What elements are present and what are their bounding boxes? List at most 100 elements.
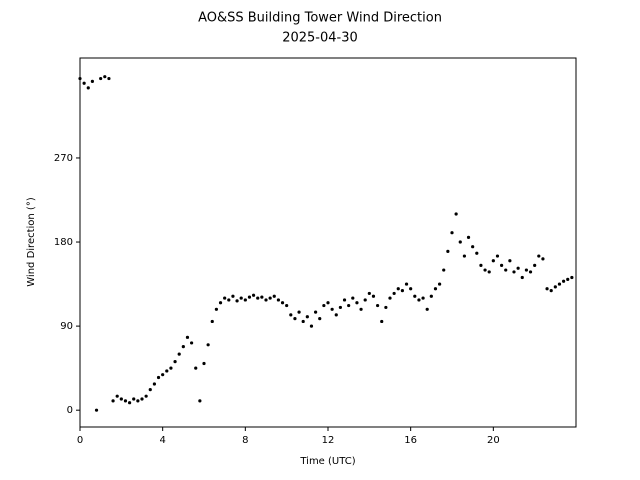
data-point xyxy=(462,254,466,258)
data-point xyxy=(338,305,342,310)
data-point xyxy=(194,366,198,370)
data-point xyxy=(243,298,247,302)
data-point xyxy=(355,301,359,305)
data-point xyxy=(425,307,429,311)
data-point xyxy=(363,298,367,302)
y-axis-label: Wind Direction (°) xyxy=(26,197,37,287)
data-point xyxy=(90,79,94,83)
data-point xyxy=(371,294,376,298)
data-point xyxy=(495,254,500,258)
data-point xyxy=(173,360,177,364)
x-tick-label: 4 xyxy=(159,435,165,446)
data-point xyxy=(520,275,524,280)
data-point xyxy=(388,296,392,300)
data-point xyxy=(78,76,82,81)
data-point xyxy=(524,268,529,272)
data-point xyxy=(136,399,140,403)
data-point xyxy=(185,335,190,339)
data-point xyxy=(227,298,231,302)
data-point xyxy=(475,251,479,255)
data-point xyxy=(433,287,438,291)
data-point xyxy=(409,287,413,291)
x-tick-label: 12 xyxy=(322,435,335,446)
x-tick-label: 8 xyxy=(242,435,248,446)
data-point xyxy=(318,317,322,321)
data-point xyxy=(446,249,450,253)
data-point xyxy=(545,287,549,291)
data-point xyxy=(119,397,123,401)
data-point xyxy=(309,324,314,328)
chart-title: AO&SS Building Tower Wind Direction xyxy=(198,11,442,26)
data-point xyxy=(516,266,520,270)
data-point xyxy=(111,399,115,403)
data-point xyxy=(140,397,144,401)
data-point xyxy=(82,81,86,85)
data-point xyxy=(351,296,355,300)
data-point xyxy=(570,275,574,280)
x-tick-label: 16 xyxy=(404,435,417,446)
data-point xyxy=(272,294,276,298)
data-point xyxy=(322,303,326,308)
data-point xyxy=(132,397,136,401)
data-point xyxy=(549,289,553,293)
data-point xyxy=(367,291,371,296)
data-point xyxy=(239,296,243,300)
data-point xyxy=(553,285,557,289)
chart-subtitle: 2025-04-30 xyxy=(282,31,358,46)
data-point xyxy=(314,310,318,314)
data-point xyxy=(400,289,404,293)
data-point xyxy=(177,352,181,356)
data-point xyxy=(144,394,148,398)
data-point xyxy=(293,317,297,321)
data-point xyxy=(94,408,99,412)
data-point xyxy=(206,343,210,347)
x-axis-label: Time (UTC) xyxy=(299,456,355,467)
data-point xyxy=(161,373,165,377)
data-point xyxy=(156,375,161,380)
data-point xyxy=(326,301,330,305)
data-point xyxy=(181,345,185,349)
data-point xyxy=(541,257,545,261)
data-point xyxy=(202,361,206,366)
x-tick-label: 0 xyxy=(77,435,83,446)
data-point xyxy=(165,369,169,373)
data-point xyxy=(471,245,475,249)
data-point xyxy=(276,298,280,302)
data-point xyxy=(115,394,119,398)
data-point xyxy=(557,282,562,286)
data-point xyxy=(384,305,388,310)
data-point xyxy=(107,76,111,81)
data-point xyxy=(103,75,107,79)
y-tick-label: 180 xyxy=(54,237,73,248)
data-point xyxy=(99,76,103,81)
data-point xyxy=(483,268,487,272)
x-tick-label: 20 xyxy=(487,435,500,446)
data-point xyxy=(264,298,268,302)
data-point xyxy=(285,303,289,308)
data-point xyxy=(421,296,425,300)
data-point xyxy=(86,86,90,90)
data-point xyxy=(342,298,347,302)
y-tick-label: 270 xyxy=(54,153,73,164)
data-point xyxy=(454,212,458,216)
data-point xyxy=(504,268,508,272)
data-point xyxy=(218,301,223,305)
data-point xyxy=(537,254,541,258)
data-point xyxy=(169,366,173,370)
data-point xyxy=(491,259,495,263)
data-point xyxy=(458,240,462,244)
data-point xyxy=(429,294,433,298)
y-tick-label: 0 xyxy=(67,405,73,416)
data-point xyxy=(359,307,363,311)
plot-frame xyxy=(79,57,577,428)
data-point xyxy=(562,279,566,283)
data-point xyxy=(466,235,471,239)
data-point xyxy=(252,293,256,297)
data-point xyxy=(260,295,264,299)
data-point xyxy=(214,307,218,311)
data-point xyxy=(152,382,156,386)
data-point xyxy=(128,401,132,405)
data-point xyxy=(190,341,194,345)
data-point xyxy=(247,295,252,299)
